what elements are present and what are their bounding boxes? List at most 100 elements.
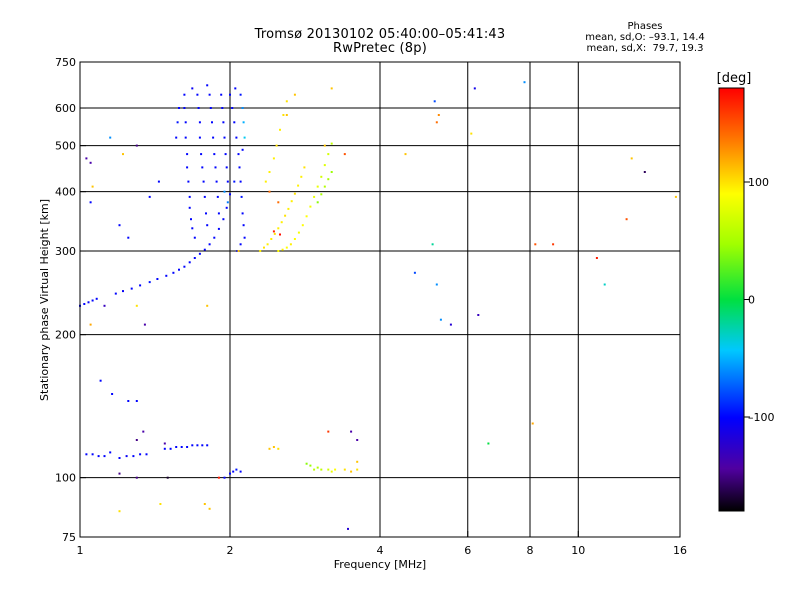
echo-point: [277, 250, 280, 252]
echo-point: [122, 153, 124, 156]
y-tick-label: 75: [62, 531, 76, 544]
echo-point: [534, 243, 537, 246]
echo-point: [178, 268, 180, 271]
echo-point: [145, 453, 148, 456]
echo-point: [356, 460, 359, 463]
echo-point: [109, 451, 112, 454]
echo-point: [674, 195, 677, 198]
echo-point: [259, 250, 262, 252]
y-tick-label: 600: [55, 102, 76, 115]
echo-point: [263, 246, 265, 249]
echo-point: [309, 205, 312, 208]
echo-point: [279, 233, 281, 236]
echo-point: [241, 107, 244, 109]
echo-point: [191, 87, 194, 90]
echo-point: [241, 148, 244, 151]
x-tick-label: 4: [377, 544, 384, 557]
echo-point: [242, 224, 245, 227]
echo-point: [217, 212, 220, 215]
echo-point: [201, 444, 204, 447]
echo-point: [266, 243, 269, 246]
x-tick-label: 6: [464, 544, 471, 557]
echo-point: [139, 284, 142, 287]
echo-point: [241, 212, 244, 215]
echo-point: [323, 164, 326, 167]
echo-point: [273, 232, 276, 235]
y-axis-label: Stationary phase Virtual Height [km]: [38, 199, 51, 401]
echo-point: [300, 175, 303, 178]
echo-point: [178, 107, 180, 109]
echo-point: [327, 178, 330, 181]
echo-point: [404, 153, 407, 156]
echo-point: [163, 442, 166, 445]
grid-lines: [80, 62, 680, 537]
echo-point: [172, 271, 175, 274]
echo-point: [183, 93, 186, 96]
echo-point: [159, 503, 162, 505]
echo-point: [148, 195, 151, 198]
echo-point: [239, 243, 242, 246]
echo-point: [435, 283, 438, 286]
echo-point: [327, 430, 330, 433]
echo-point: [303, 166, 306, 169]
y-tick-label: 300: [55, 245, 76, 258]
echo-point: [595, 257, 598, 259]
echo-point: [200, 153, 203, 156]
echo-point: [343, 153, 346, 156]
echo-point: [268, 447, 271, 450]
echo-point: [187, 180, 190, 183]
echo-point: [193, 257, 196, 259]
echo-point: [243, 236, 246, 239]
phase-stats-heading: Phases: [627, 21, 663, 32]
echo-point: [208, 507, 211, 510]
echo-point: [91, 453, 94, 456]
echo-point: [297, 184, 300, 187]
echo-point: [643, 171, 646, 173]
echo-point: [229, 93, 231, 96]
echo-point: [143, 323, 146, 326]
echo-point: [330, 171, 333, 173]
echo-point: [320, 175, 323, 178]
y-tick-label: 100: [55, 472, 76, 485]
echo-point: [272, 230, 275, 233]
echo-point: [231, 107, 234, 109]
echo-point: [290, 200, 293, 203]
echo-point: [206, 444, 209, 447]
chart-title: Tromsø 20130102 05:40:00–05:41:43: [254, 27, 506, 42]
echo-point: [118, 224, 121, 227]
echo-point: [232, 470, 235, 473]
echo-point: [103, 455, 106, 458]
echo-point: [212, 136, 215, 139]
echo-point: [277, 447, 280, 450]
echo-point: [477, 314, 480, 316]
echo-point: [118, 457, 121, 459]
echo-point: [142, 430, 145, 433]
echo-point: [297, 231, 300, 234]
echo-point: [188, 261, 191, 264]
echo-point: [89, 201, 92, 204]
echo-point: [327, 468, 330, 471]
colorbar-tick-label: 100: [748, 176, 769, 189]
echo-point: [236, 250, 239, 252]
echo-point: [221, 107, 224, 109]
echo-point: [217, 476, 220, 479]
colorbar-tick-label: –100: [748, 411, 775, 424]
echo-point: [437, 114, 440, 116]
echo-point: [175, 136, 178, 139]
echo-point: [330, 142, 333, 145]
colorbar-unit: [deg]: [717, 71, 752, 86]
echo-point: [87, 301, 90, 304]
echo-point: [223, 190, 226, 193]
echo-point: [270, 238, 273, 240]
echo-point: [206, 224, 209, 227]
chart-subtitle: RwPretec (8p): [333, 41, 427, 56]
echo-point: [135, 304, 138, 307]
echo-point: [198, 252, 201, 255]
echo-point: [487, 442, 490, 445]
echo-point: [234, 87, 237, 90]
echo-point: [169, 447, 172, 450]
echo-point: [216, 195, 219, 198]
echo-point: [305, 462, 308, 465]
echo-point: [125, 455, 128, 458]
echo-point: [215, 180, 218, 183]
